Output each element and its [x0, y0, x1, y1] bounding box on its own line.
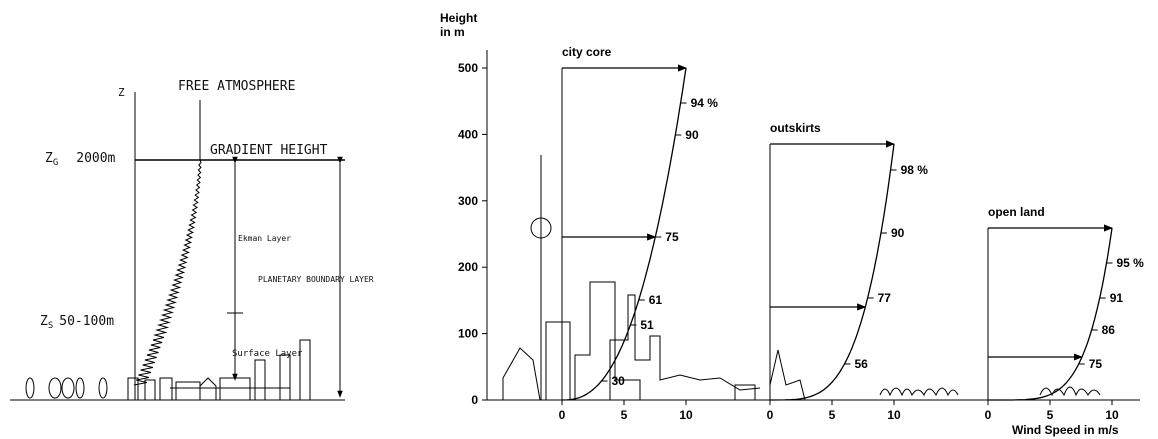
percent-label: 77	[878, 291, 892, 305]
y-tick-label: 200	[458, 260, 478, 274]
y-tick-label: 0	[471, 393, 478, 407]
y-axis-label: Height	[440, 11, 477, 25]
x-tick-label: 5	[1047, 408, 1054, 422]
profile-curve	[988, 227, 1113, 401]
percent-label: 75	[1089, 357, 1103, 371]
x-tick-label: 0	[767, 408, 774, 422]
x-tick-label: 10	[1105, 408, 1119, 422]
percent-label: 51	[640, 318, 654, 332]
height: 50-100m	[59, 314, 114, 329]
height: 2000m	[76, 151, 115, 166]
profile-panel: city core 94 % 90 75 61 51 30 0 5 10	[559, 45, 719, 422]
percent-label: 56	[854, 357, 868, 371]
y-tick-label: 400	[458, 127, 478, 141]
boundary-layer-diagram: Z FREE ATMOSPHERE GRADIENT HEIGHT ZG 2000…	[10, 79, 374, 401]
x-tick-label: 10	[887, 408, 901, 422]
zg-label: ZG 2000m	[45, 151, 116, 168]
profile-panel: open land 95 % 91 86 75 0 5 10	[985, 205, 1145, 422]
y-axis-label: in m	[440, 25, 465, 39]
ekman-spiral	[133, 159, 202, 386]
y-tick-label: 300	[458, 194, 478, 208]
percent-label: 61	[649, 293, 663, 307]
x-tick-label: 0	[985, 408, 992, 422]
percent-label: 91	[1110, 291, 1124, 305]
x-tick-label: 5	[829, 408, 836, 422]
profile-curve	[769, 143, 895, 401]
y-tick-label: 100	[458, 327, 478, 341]
subscript: S	[48, 321, 53, 331]
zs-label: ZS 50-100m	[40, 314, 114, 331]
panel-title: open land	[988, 205, 1045, 219]
y-tick-label: 500	[458, 61, 478, 75]
skyline	[502, 155, 1101, 401]
z-label: Z	[118, 86, 125, 99]
gradient-height: GRADIENT HEIGHT	[210, 143, 328, 158]
percent-label: 30	[611, 374, 625, 388]
percent-label: 75	[665, 230, 679, 244]
profile-panel: outskirts 98 % 90 77 56 0 5 10	[767, 121, 929, 422]
surface-layer-label: Surface Layer	[232, 349, 303, 359]
percent-label: 86	[1102, 323, 1116, 337]
percent-label: 98 %	[901, 163, 929, 177]
panel-title: outskirts	[770, 121, 821, 135]
subscript: G	[53, 158, 58, 168]
ekman-label: Ekman Layer	[238, 234, 291, 243]
x-tick-label: 0	[559, 408, 566, 422]
profile-curve	[561, 67, 687, 401]
symbol: Z	[40, 314, 48, 329]
ground-objects	[25, 339, 311, 401]
percent-label: 90	[891, 226, 905, 240]
x-tick-label: 5	[621, 408, 628, 422]
pbl-label: PLANETARY BOUNDARY LAYER	[258, 275, 374, 284]
symbol: Z	[45, 151, 53, 166]
wind-profiles: Height in m Wind Speed in m/s 0100200300…	[440, 11, 1144, 437]
percent-label: 95 %	[1116, 256, 1144, 270]
x-axis-label: Wind Speed in m/s	[1012, 423, 1119, 437]
panel-title: city core	[562, 45, 612, 59]
percent-label: 90	[685, 128, 699, 142]
free-atmosphere: FREE ATMOSPHERE	[178, 79, 295, 94]
percent-label: 94 %	[691, 96, 719, 110]
x-tick-label: 10	[679, 408, 693, 422]
